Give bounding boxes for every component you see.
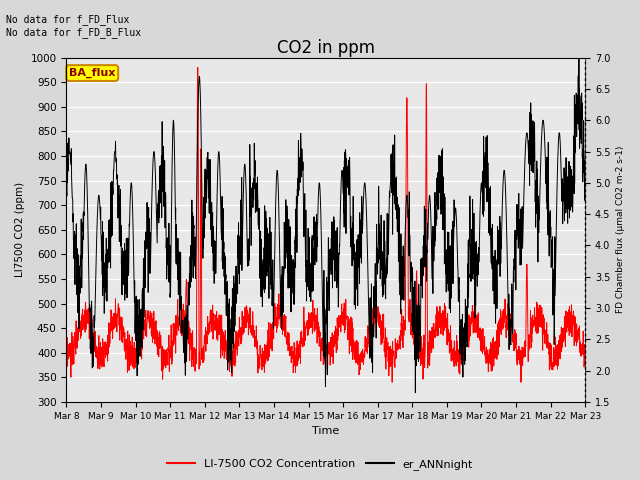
Legend: LI-7500 CO2 Concentration, er_ANNnight: LI-7500 CO2 Concentration, er_ANNnight [163,455,477,474]
Y-axis label: FD Chamber flux (μmal CO2 m-2 s-1): FD Chamber flux (μmal CO2 m-2 s-1) [616,146,625,313]
Text: No data for f_FD_Flux
No data for f̲FD̲B_Flux: No data for f_FD_Flux No data for f̲FD̲B… [6,14,141,38]
Title: CO2 in ppm: CO2 in ppm [277,39,375,58]
Y-axis label: LI7500 CO2 (ppm): LI7500 CO2 (ppm) [15,182,25,277]
X-axis label: Time: Time [312,426,339,436]
Text: BA_flux: BA_flux [69,68,115,78]
